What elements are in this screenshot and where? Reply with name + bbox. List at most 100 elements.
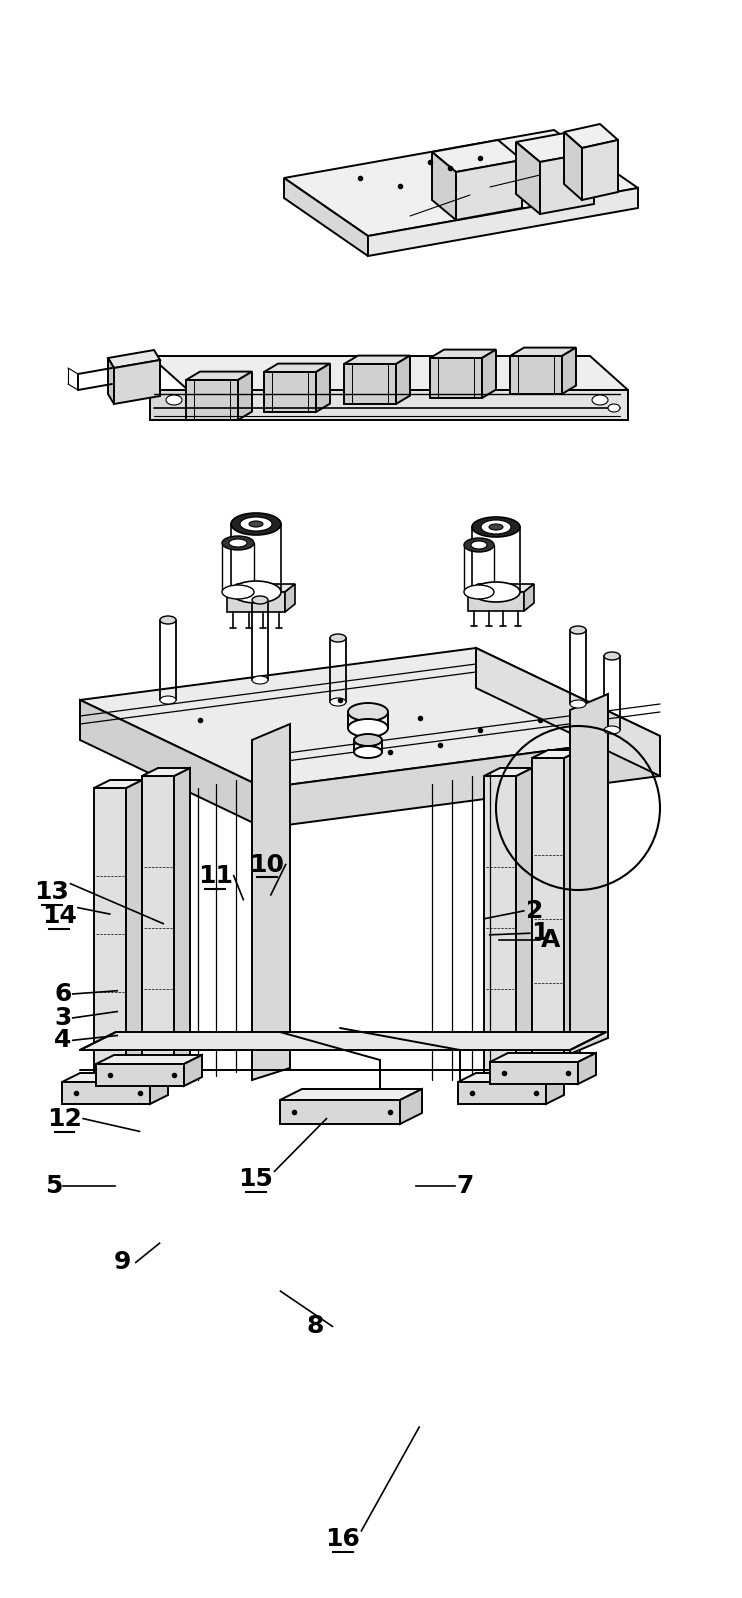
Polygon shape (280, 1088, 422, 1099)
Polygon shape (188, 390, 628, 420)
Polygon shape (80, 1032, 606, 1050)
Ellipse shape (592, 395, 608, 404)
Ellipse shape (354, 746, 382, 757)
Polygon shape (186, 372, 252, 380)
Text: 12: 12 (47, 1106, 82, 1131)
Polygon shape (524, 583, 534, 610)
Polygon shape (142, 777, 174, 1080)
Text: 6: 6 (54, 981, 72, 1007)
Polygon shape (532, 749, 580, 757)
Text: 15: 15 (238, 1167, 274, 1192)
Polygon shape (484, 777, 516, 1080)
Polygon shape (532, 757, 564, 1080)
Ellipse shape (604, 652, 620, 660)
Ellipse shape (608, 404, 620, 412)
Polygon shape (252, 724, 290, 1080)
Ellipse shape (240, 518, 272, 531)
Ellipse shape (471, 542, 487, 550)
Polygon shape (582, 141, 618, 200)
Ellipse shape (348, 703, 388, 721)
Polygon shape (570, 694, 608, 1055)
Polygon shape (285, 583, 295, 612)
Ellipse shape (604, 725, 620, 733)
Ellipse shape (464, 585, 494, 599)
Ellipse shape (166, 395, 182, 404)
Polygon shape (264, 364, 330, 372)
Text: 4: 4 (54, 1028, 72, 1053)
Polygon shape (510, 356, 562, 395)
Polygon shape (456, 160, 522, 221)
Polygon shape (284, 177, 368, 256)
Polygon shape (430, 358, 482, 398)
Polygon shape (458, 1082, 546, 1104)
Ellipse shape (354, 733, 382, 746)
Polygon shape (174, 769, 190, 1080)
Polygon shape (316, 364, 330, 412)
Polygon shape (150, 356, 628, 390)
Polygon shape (516, 142, 540, 214)
Text: A: A (541, 927, 560, 952)
Polygon shape (108, 350, 160, 368)
Polygon shape (368, 189, 638, 256)
Text: 11: 11 (197, 863, 233, 888)
Text: 8: 8 (306, 1314, 324, 1339)
Ellipse shape (330, 634, 346, 642)
Ellipse shape (231, 513, 281, 535)
Ellipse shape (252, 676, 268, 684)
Text: 14: 14 (42, 903, 77, 928)
Polygon shape (227, 591, 285, 612)
Text: 10: 10 (249, 852, 285, 877)
Polygon shape (468, 583, 534, 591)
Polygon shape (400, 1088, 422, 1123)
Ellipse shape (464, 539, 494, 551)
Ellipse shape (231, 582, 281, 602)
Polygon shape (432, 141, 522, 173)
Polygon shape (578, 1053, 596, 1083)
Polygon shape (264, 372, 316, 412)
Ellipse shape (330, 698, 346, 706)
Polygon shape (430, 350, 496, 358)
Polygon shape (344, 364, 396, 404)
Ellipse shape (472, 518, 520, 537)
Text: 2: 2 (525, 898, 543, 924)
Polygon shape (540, 152, 594, 214)
Polygon shape (186, 380, 238, 420)
Polygon shape (227, 583, 295, 591)
Polygon shape (94, 788, 126, 1080)
Ellipse shape (160, 615, 176, 623)
Polygon shape (562, 348, 576, 395)
Polygon shape (564, 133, 582, 200)
Polygon shape (482, 350, 496, 398)
Polygon shape (280, 1099, 400, 1123)
Polygon shape (564, 749, 580, 1080)
Polygon shape (284, 129, 638, 237)
Polygon shape (80, 700, 264, 828)
Polygon shape (468, 591, 524, 610)
Polygon shape (490, 1063, 578, 1083)
Polygon shape (458, 1072, 564, 1082)
Polygon shape (432, 152, 456, 221)
Polygon shape (564, 125, 618, 149)
Ellipse shape (489, 524, 503, 531)
Ellipse shape (229, 539, 247, 547)
Polygon shape (96, 1064, 184, 1087)
Ellipse shape (481, 519, 511, 534)
Ellipse shape (570, 700, 586, 708)
Polygon shape (62, 1082, 150, 1104)
Polygon shape (476, 649, 660, 777)
Polygon shape (126, 780, 142, 1080)
Text: 13: 13 (34, 879, 70, 904)
Polygon shape (516, 769, 532, 1080)
Text: 7: 7 (456, 1173, 474, 1198)
Polygon shape (108, 358, 114, 404)
Polygon shape (484, 769, 532, 777)
Polygon shape (96, 1055, 202, 1064)
Polygon shape (114, 360, 160, 404)
Text: 16: 16 (325, 1526, 361, 1552)
Ellipse shape (472, 582, 520, 602)
Text: 1: 1 (531, 920, 549, 946)
Ellipse shape (160, 697, 176, 705)
Ellipse shape (249, 521, 263, 527)
Polygon shape (396, 356, 410, 404)
Ellipse shape (222, 535, 254, 550)
